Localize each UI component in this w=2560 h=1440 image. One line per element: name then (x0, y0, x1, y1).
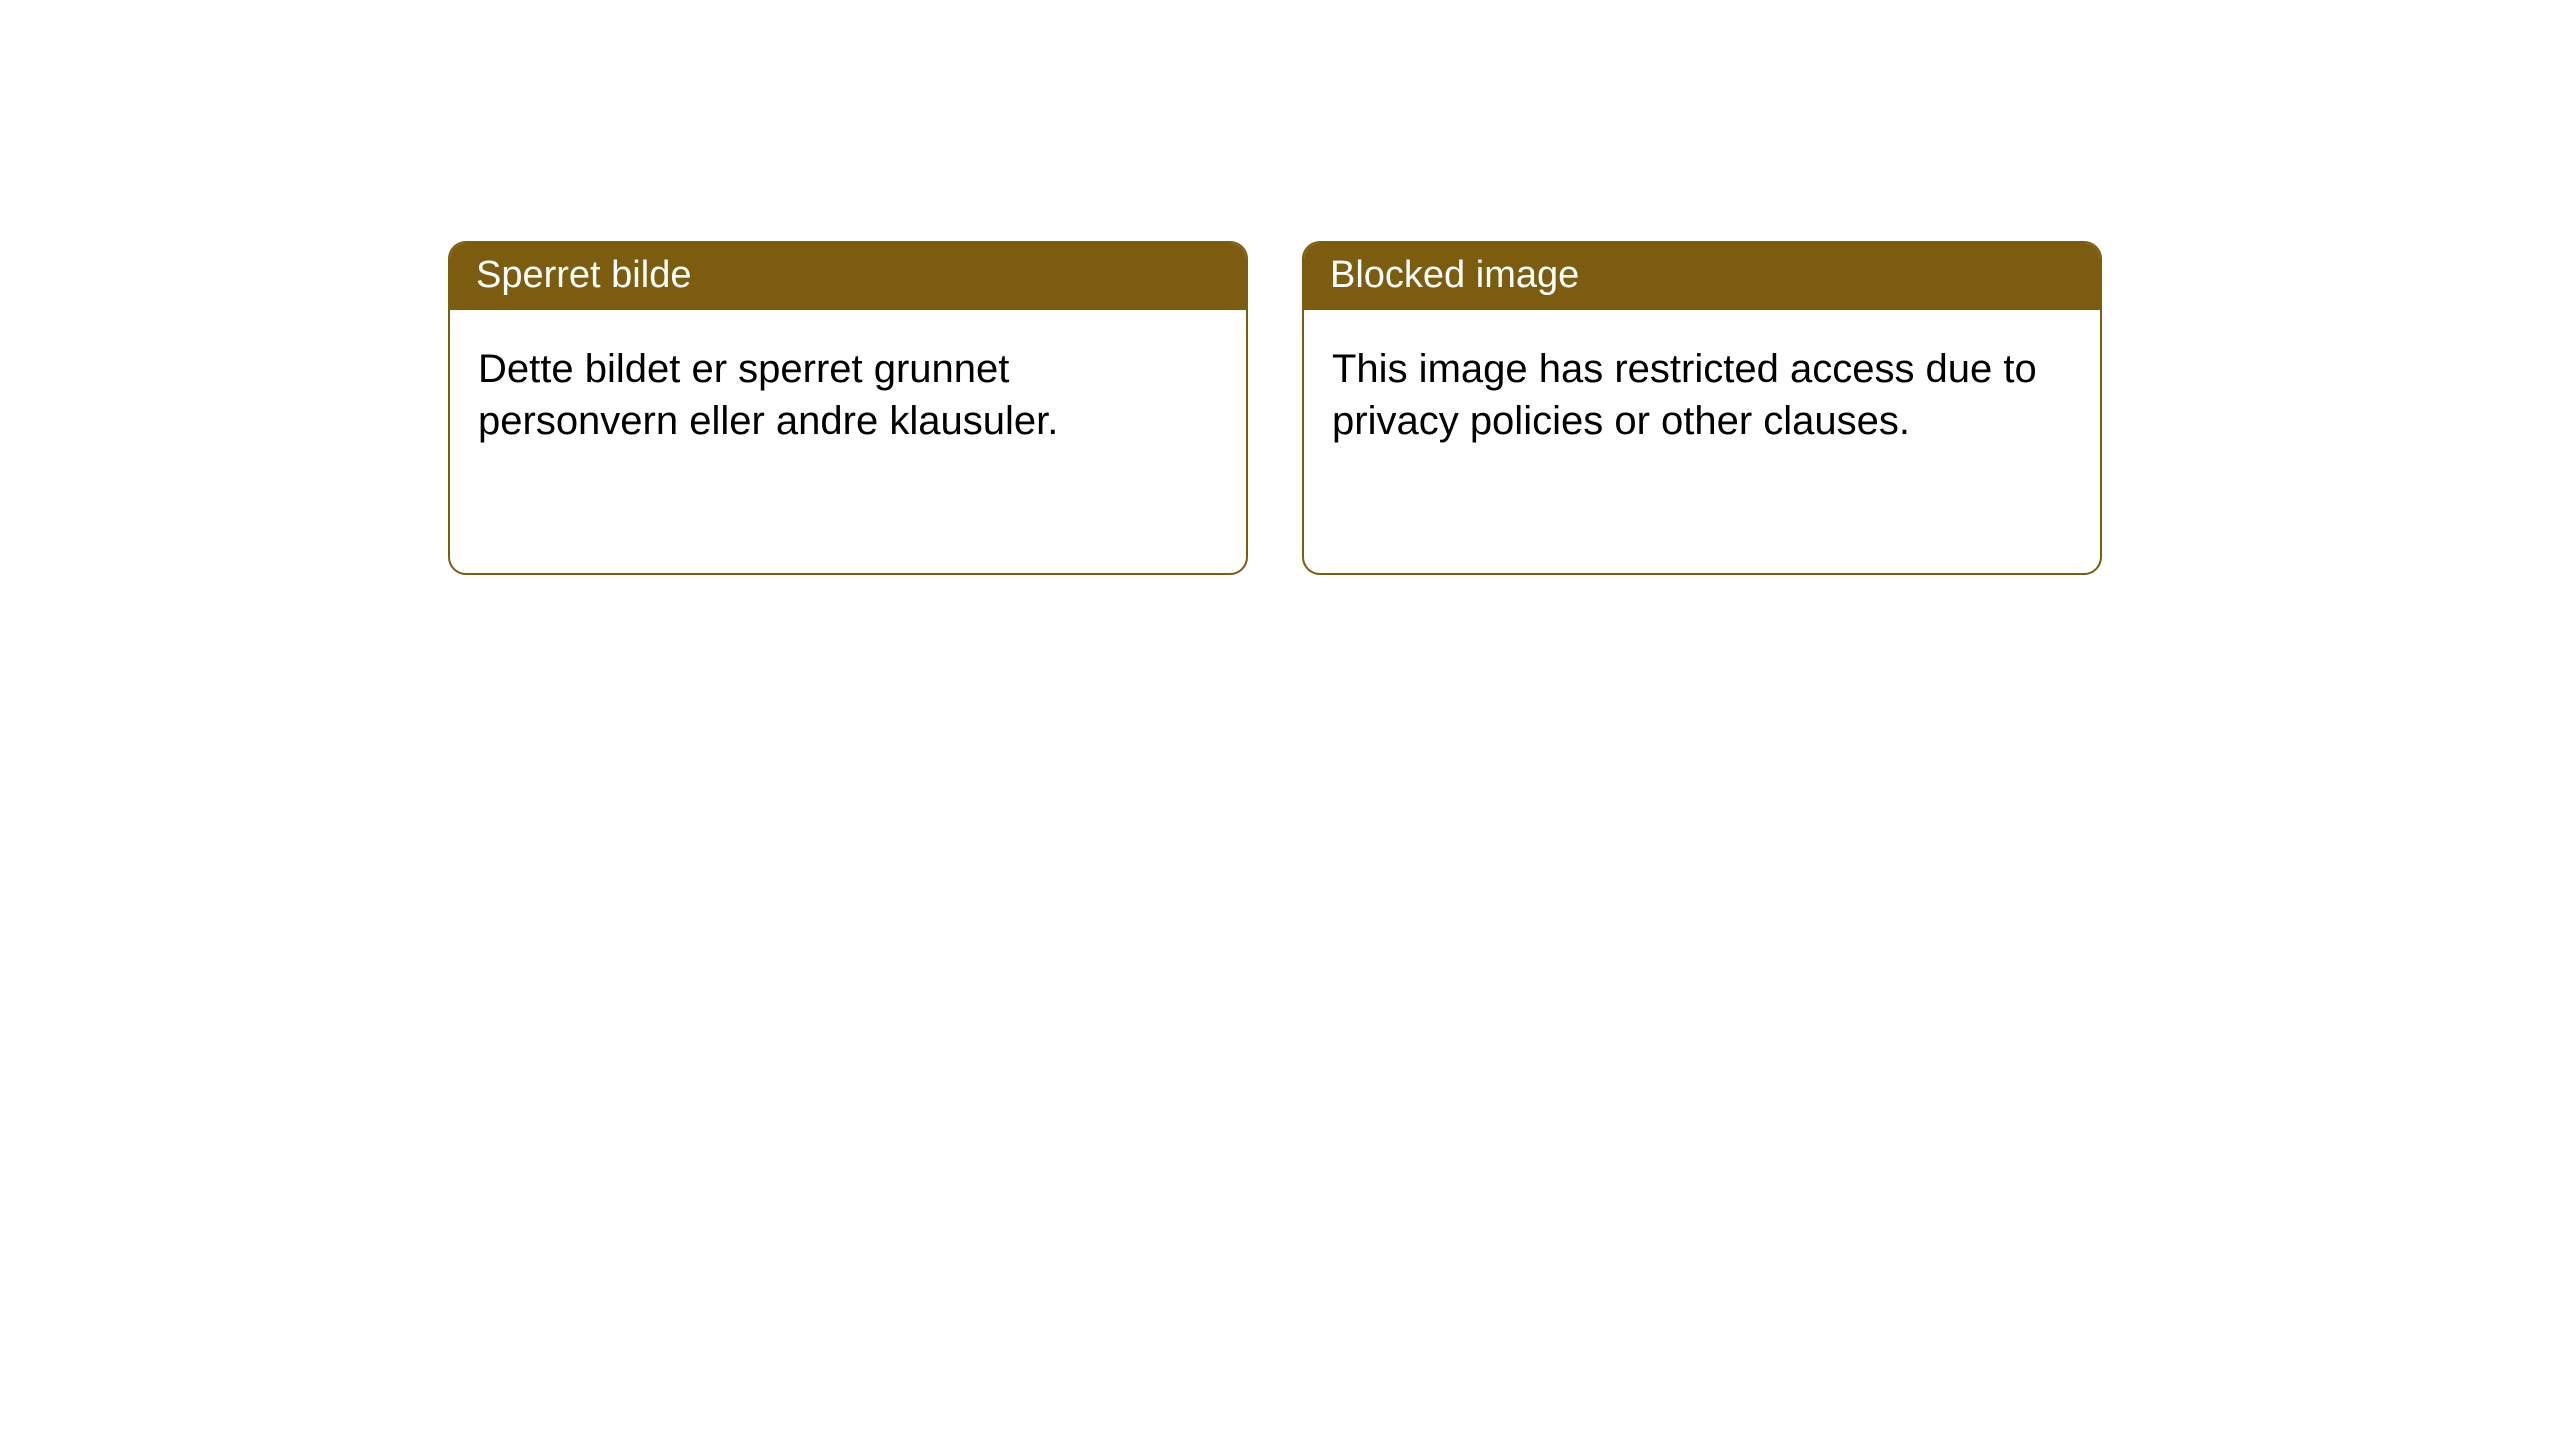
notice-card-english: Blocked image This image has restricted … (1302, 241, 2102, 575)
notice-title: Sperret bilde (450, 243, 1246, 310)
notice-title: Blocked image (1304, 243, 2100, 310)
notice-card-norwegian: Sperret bilde Dette bildet er sperret gr… (448, 241, 1248, 575)
notice-container: Sperret bilde Dette bildet er sperret gr… (0, 0, 2560, 575)
notice-body: This image has restricted access due to … (1304, 310, 2100, 480)
notice-body: Dette bildet er sperret grunnet personve… (450, 310, 1246, 480)
